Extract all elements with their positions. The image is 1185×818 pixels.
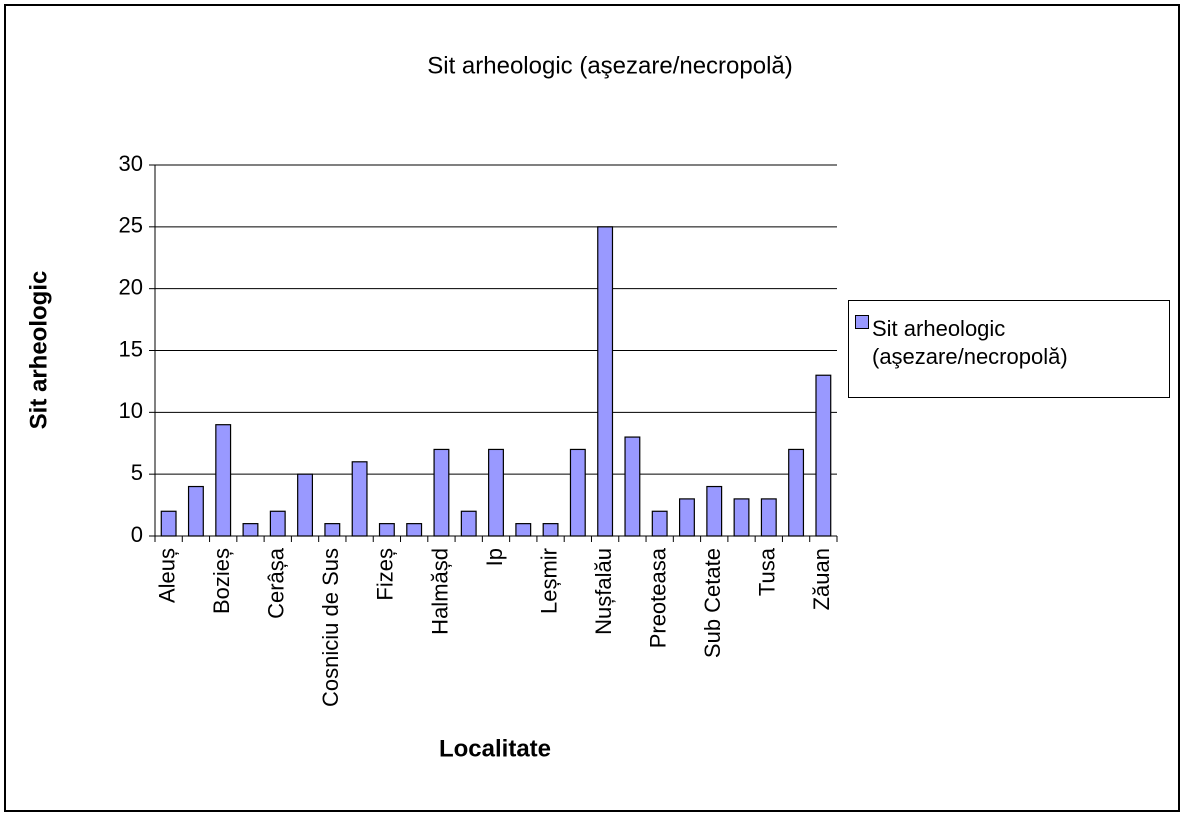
y-tick-label: 15 [119, 336, 143, 361]
x-tick-label: Aleuș [154, 548, 179, 603]
x-tick-label: Leșmir [536, 548, 561, 614]
y-tick-label: 30 [119, 151, 143, 176]
bar [515, 523, 532, 537]
bar [488, 448, 504, 537]
bar [542, 523, 559, 537]
y-axis-title: Sit arheologic [25, 271, 52, 430]
bar [678, 498, 695, 537]
bar [733, 498, 750, 537]
bar [160, 510, 177, 537]
x-tick-label: Zăuan [809, 548, 834, 610]
bar [760, 498, 777, 537]
bar [597, 226, 614, 537]
y-tick-label: 20 [119, 274, 143, 299]
x-tick-label: Cerâșa [264, 547, 289, 619]
bar [269, 510, 286, 537]
bar [215, 424, 232, 537]
bar [242, 523, 259, 537]
bar [351, 461, 368, 537]
x-axis-title: Localitate [439, 735, 551, 762]
bar [569, 448, 586, 537]
bar [624, 436, 641, 537]
legend-label: Sit arheologic (aşezare/necropolă) [872, 316, 1068, 369]
y-tick-label: 5 [131, 460, 143, 485]
y-tick-label: 0 [131, 522, 143, 547]
legend: Sit arheologic (aşezare/necropolă) [848, 300, 1170, 398]
x-tick-label: Ip [482, 548, 507, 566]
bar [433, 448, 450, 537]
bar [815, 374, 832, 537]
bar [378, 523, 395, 537]
x-tick-label: Cosniciu de Sus [318, 548, 343, 707]
x-tick-label: Nușfalău [591, 548, 616, 635]
x-tick-label: Sub Cetate [700, 548, 725, 658]
chart-title: Sit arheologic (aşezare/necropolă) [427, 52, 793, 79]
legend-entry: Sit arheologic (aşezare/necropolă) [855, 315, 1163, 371]
x-tick-label: Halmășd [427, 548, 452, 635]
y-tick-label: 10 [119, 398, 143, 423]
bar [324, 523, 341, 537]
x-tick-label: Bozieș [209, 548, 234, 614]
bar [788, 448, 805, 537]
bar [651, 510, 668, 537]
x-tick-label: Tusa [755, 547, 780, 596]
bar [297, 473, 314, 537]
bar [460, 510, 477, 537]
y-tick-label: 25 [119, 213, 143, 238]
chart-border [4, 4, 1180, 812]
x-tick-label: Fizeș [373, 548, 398, 601]
bar [706, 485, 723, 537]
x-tick-label: Preoteasa [645, 547, 670, 648]
bar [406, 523, 423, 537]
bar [187, 485, 204, 537]
legend-swatch [855, 315, 869, 329]
